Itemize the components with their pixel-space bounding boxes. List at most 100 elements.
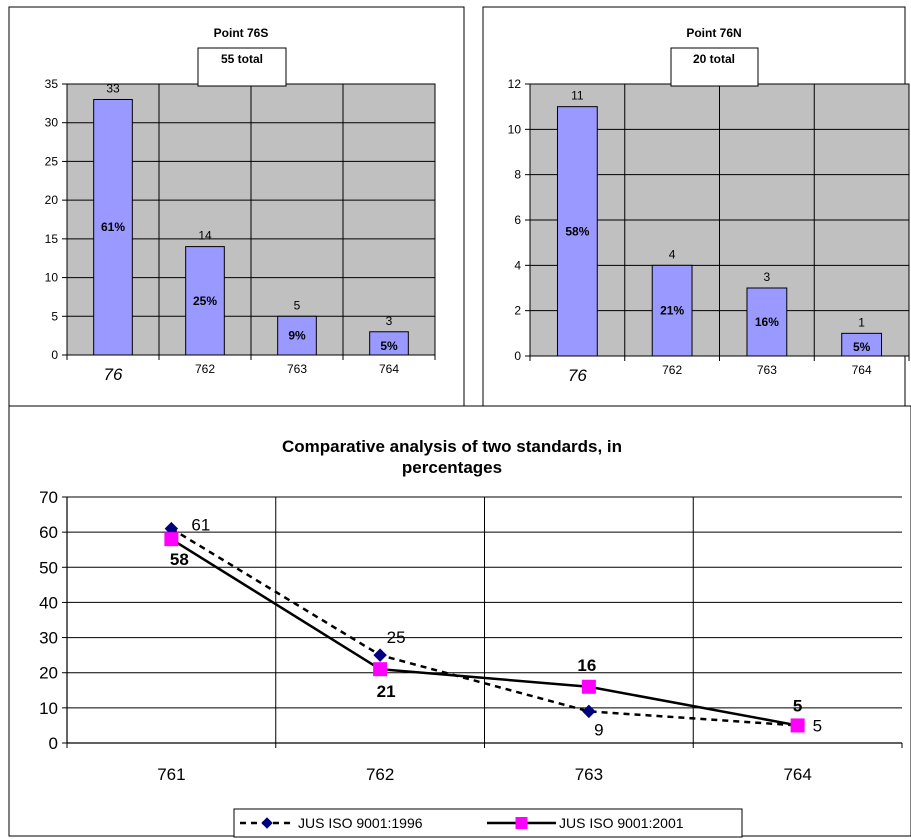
y-tick-label: 0 bbox=[49, 734, 58, 753]
bar-value-label: 4 bbox=[669, 247, 676, 261]
chart-76n-title: Point 76N bbox=[686, 26, 741, 40]
y-tick-label: 20 bbox=[39, 664, 58, 683]
line-chart-series bbox=[170, 527, 798, 727]
y-tick-label: 5 bbox=[51, 309, 58, 323]
chart-76n-y-axis: 0 2 4 6 8 10 12 bbox=[508, 77, 910, 363]
y-tick-label: 40 bbox=[39, 593, 58, 612]
chart-76s-total-box bbox=[197, 47, 287, 87]
series-1-data-label: 9 bbox=[594, 720, 603, 739]
bar-value-label: 33 bbox=[106, 81, 120, 95]
bar bbox=[369, 331, 409, 356]
bar bbox=[651, 264, 693, 357]
x-category-label: 762 bbox=[195, 362, 215, 376]
y-tick-label: 10 bbox=[508, 122, 522, 136]
legend-marker-diamond bbox=[261, 817, 273, 829]
chart-76s-total-label: 55 total bbox=[221, 52, 263, 66]
y-tick-label: 15 bbox=[45, 232, 59, 246]
legend-marker-square bbox=[515, 817, 528, 829]
bar-chart-76s: 0 5 10 15 20 25 30 35 33 61% 14 25% 5 9% 3 5% 76 762 763… bbox=[8, 6, 465, 407]
series-2-data-label: 58 bbox=[170, 550, 189, 569]
line-chart-x-axis: 761 762 763 764 bbox=[157, 765, 812, 784]
chart-76n-bars bbox=[556, 106, 883, 357]
legend-label: JUS ISO 9001:2001 bbox=[559, 815, 684, 831]
series-line bbox=[170, 538, 798, 727]
x-category-label: 763 bbox=[757, 363, 777, 377]
series-2-data-label: 21 bbox=[377, 682, 396, 701]
bar-percent-label: 58% bbox=[565, 224, 589, 238]
bar-percent-label: 5% bbox=[380, 339, 398, 353]
series-marker-diamond bbox=[582, 704, 596, 719]
line-chart-title-line-2: percentages bbox=[402, 458, 502, 477]
bar-chart-76n: 0 2 4 6 8 10 12 11 58% 4 21% 3 16% 1 5% 76 762 763 764 P… bbox=[482, 6, 910, 407]
bar-value-label: 3 bbox=[386, 314, 393, 328]
series-line bbox=[170, 527, 798, 727]
y-tick-label: 35 bbox=[45, 77, 59, 91]
bar-percent-label: 25% bbox=[193, 294, 217, 308]
x-category-label: 763 bbox=[287, 362, 307, 376]
legend-label: JUS ISO 9001:1996 bbox=[298, 815, 423, 831]
chart-76s-x-axis: 76 762 763 764 bbox=[104, 362, 400, 384]
bar-value-label: 11 bbox=[571, 89, 584, 103]
x-category-label: 764 bbox=[852, 363, 872, 377]
y-tick-label: 8 bbox=[514, 168, 521, 182]
x-category-label: 762 bbox=[366, 765, 394, 784]
chart-76n-x-axis: 76 762 763 764 bbox=[568, 363, 872, 385]
x-category-label: 76 bbox=[568, 366, 587, 385]
y-tick-label: 50 bbox=[39, 558, 58, 577]
y-tick-label: 0 bbox=[514, 349, 521, 363]
line-chart-frame bbox=[8, 405, 911, 837]
line-chart-legend: JUS ISO 9001:1996 JUS ISO 9001:2001 bbox=[233, 808, 743, 838]
x-category-label: 763 bbox=[575, 765, 603, 784]
series-marker-square bbox=[790, 718, 805, 733]
bar-percent-label: 9% bbox=[288, 329, 306, 343]
chart-76n-total-label: 20 total bbox=[693, 52, 735, 66]
bar bbox=[746, 287, 788, 357]
y-tick-label: 30 bbox=[45, 116, 59, 130]
series-1-data-label: 25 bbox=[387, 628, 406, 647]
series-marker-square bbox=[373, 662, 388, 677]
x-category-label: 761 bbox=[157, 765, 185, 784]
bar bbox=[93, 98, 133, 356]
line-chart-title: Comparative analysis of two standards, i… bbox=[282, 437, 622, 456]
x-category-label: 762 bbox=[662, 363, 682, 377]
chart-76s-title: Point 76S bbox=[214, 26, 269, 40]
line-chart-gridlines bbox=[67, 496, 902, 743]
x-category-label: 764 bbox=[783, 765, 811, 784]
series-marker-square bbox=[581, 679, 596, 694]
x-category-label: 76 bbox=[104, 365, 123, 384]
y-tick-label: 12 bbox=[508, 77, 522, 91]
y-tick-label: 10 bbox=[39, 699, 58, 718]
y-tick-label: 70 bbox=[39, 488, 58, 507]
y-tick-label: 60 bbox=[39, 523, 58, 542]
bar-percent-label: 21% bbox=[660, 304, 684, 318]
bar-value-label: 3 bbox=[764, 270, 771, 284]
y-tick-label: 10 bbox=[45, 271, 59, 285]
series-2-data-label: 16 bbox=[577, 656, 596, 675]
bar bbox=[841, 332, 883, 357]
bar-value-label: 5 bbox=[294, 298, 301, 312]
series-marker-diamond bbox=[373, 648, 387, 662]
y-tick-label: 2 bbox=[514, 304, 521, 318]
bar-value-label: 14 bbox=[198, 229, 212, 243]
bar-percent-label: 61% bbox=[101, 220, 125, 234]
bar-percent-label: 5% bbox=[853, 340, 871, 354]
bar bbox=[277, 315, 317, 356]
line-chart-markers bbox=[164, 521, 805, 733]
line-chart-y-axis: 0 10 20 30 40 50 60 70 bbox=[39, 488, 903, 753]
y-tick-label: 4 bbox=[514, 258, 521, 272]
y-tick-label: 30 bbox=[39, 629, 58, 648]
series-2-data-label: 5 bbox=[793, 696, 802, 715]
series-1-data-label: 5 bbox=[813, 716, 822, 735]
line-chart-comparative: Comparative analysis of two standards, i… bbox=[8, 405, 911, 838]
y-tick-label: 6 bbox=[514, 213, 521, 227]
bar bbox=[185, 246, 225, 356]
chart-76s-bars bbox=[93, 98, 409, 356]
bar bbox=[556, 106, 598, 357]
y-tick-label: 0 bbox=[51, 348, 58, 362]
y-tick-label: 25 bbox=[45, 154, 59, 168]
chart-76s-labels: 33 61% 14 25% 5 9% 3 5% bbox=[101, 81, 398, 353]
series-marker-square bbox=[164, 532, 179, 547]
bar-percent-label: 16% bbox=[755, 315, 779, 329]
